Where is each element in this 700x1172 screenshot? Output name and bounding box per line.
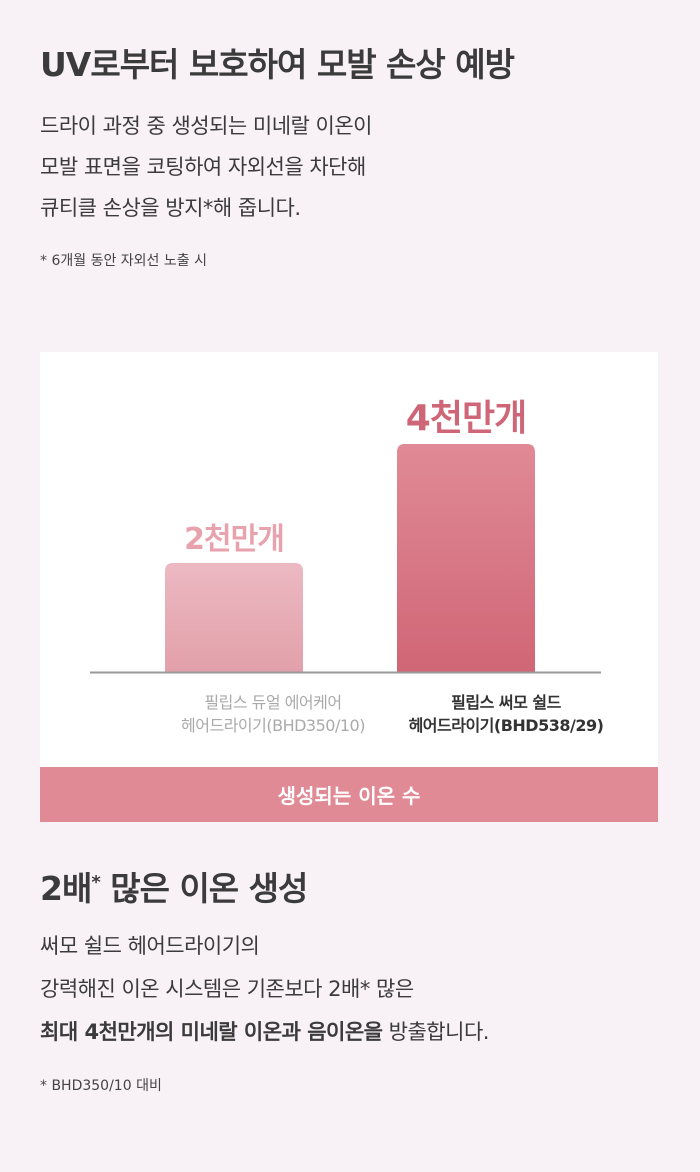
category-label-line: 필립스 써모 쉴드 bbox=[451, 693, 561, 712]
description-line: 강력해진 이온 시스템은 기존보다 2배* 많은 bbox=[40, 977, 414, 1001]
description-line: 큐티클 손상을 방지*해 줍니다. bbox=[40, 196, 301, 220]
title-text: 많은 이온 생성 bbox=[99, 869, 308, 908]
description-line: 최대 4천만개의 미네랄 이온과 음이온을 방출합니다. bbox=[40, 1011, 489, 1054]
chart-svg: 2천만개 4천만개 bbox=[90, 398, 601, 674]
section-title: UV로부터 보호하여 모발 손상 예방 bbox=[40, 45, 515, 84]
category-label-line: 헤어드라이기(BHD538/29) bbox=[408, 716, 604, 735]
category-label: 필립스 듀얼 에어케어 헤어드라이기(BHD350/10) bbox=[153, 691, 393, 737]
title-text: 2배 bbox=[40, 869, 92, 908]
description-line: 모발 표면을 코팅하여 자외선을 차단해 bbox=[40, 155, 366, 179]
bar bbox=[397, 444, 535, 672]
section-title: 2배* 많은 이온 생성 bbox=[40, 862, 308, 910]
data-label: 2천만개 bbox=[184, 522, 284, 557]
bar bbox=[165, 563, 303, 672]
description-text: 방출합니다. bbox=[382, 1020, 490, 1044]
title-asterisk: * bbox=[91, 872, 100, 893]
footnote: * 6개월 동안 자외선 노출 시 bbox=[40, 253, 207, 269]
bar-chart: 2천만개 4천만개 필립스 듀얼 에어케어 헤어드라이기(BHD350/10) 필… bbox=[40, 352, 658, 768]
highlight-text: 최대 4천만개의 미네랄 이온과 음이온을 bbox=[40, 1020, 383, 1044]
category-label: 필립스 써모 쉴드 헤어드라이기(BHD538/29) bbox=[386, 691, 626, 737]
section-description: 드라이 과정 중 생성되는 미네랄 이온이 모발 표면을 코팅하여 자외선을 차… bbox=[40, 106, 373, 229]
category-label-line: 헤어드라이기(BHD350/10) bbox=[181, 716, 365, 735]
description-line: 드라이 과정 중 생성되는 미네랄 이온이 bbox=[40, 114, 373, 138]
data-label: 4천만개 bbox=[406, 398, 526, 439]
section-description: 써모 쉴드 헤어드라이기의 강력해진 이온 시스템은 기존보다 2배* 많은 최… bbox=[40, 925, 489, 1054]
x-axis-title: 생성되는 이온 수 bbox=[40, 767, 658, 822]
footnote: * BHD350/10 대비 bbox=[40, 1078, 162, 1094]
category-label-line: 필립스 듀얼 에어케어 bbox=[204, 693, 342, 712]
description-line: 써모 쉴드 헤어드라이기의 bbox=[40, 934, 260, 958]
